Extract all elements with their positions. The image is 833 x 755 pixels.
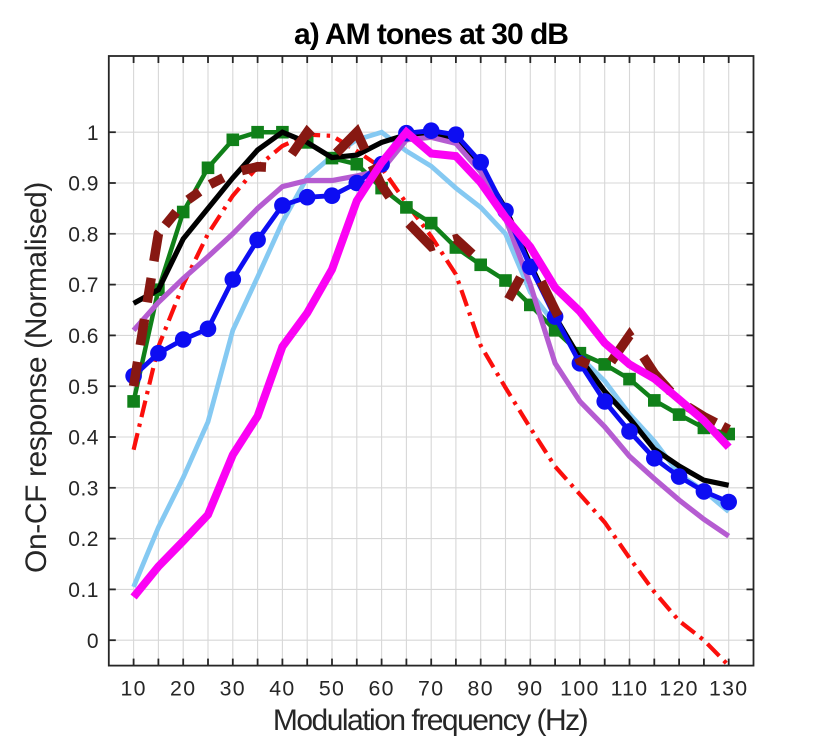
svg-text:120: 120 xyxy=(659,676,698,700)
svg-text:0.3: 0.3 xyxy=(68,477,99,500)
svg-text:0: 0 xyxy=(87,630,99,653)
svg-text:Modulation frequency (Hz): Modulation frequency (Hz) xyxy=(273,704,588,737)
svg-text:30: 30 xyxy=(220,676,246,700)
svg-text:0.5: 0.5 xyxy=(68,376,99,399)
svg-text:On-CF response (Normalised): On-CF response (Normalised) xyxy=(20,182,53,573)
svg-text:50: 50 xyxy=(319,676,345,700)
svg-text:a) AM tones at 30 dB: a) AM tones at 30 dB xyxy=(294,18,568,51)
svg-text:0.4: 0.4 xyxy=(68,427,99,450)
svg-text:10: 10 xyxy=(120,676,146,700)
svg-text:100: 100 xyxy=(560,676,599,700)
svg-text:0.1: 0.1 xyxy=(68,579,99,602)
svg-text:0.2: 0.2 xyxy=(68,528,99,551)
svg-text:90: 90 xyxy=(517,676,543,700)
svg-text:70: 70 xyxy=(418,676,444,700)
svg-text:40: 40 xyxy=(269,676,295,700)
svg-text:60: 60 xyxy=(368,676,394,700)
svg-text:20: 20 xyxy=(170,676,196,700)
svg-text:80: 80 xyxy=(468,676,494,700)
svg-text:130: 130 xyxy=(709,676,748,700)
svg-text:0.6: 0.6 xyxy=(68,325,99,348)
svg-text:110: 110 xyxy=(611,676,649,700)
svg-text:0.9: 0.9 xyxy=(68,173,99,196)
svg-text:0.7: 0.7 xyxy=(68,274,99,297)
svg-text:0.8: 0.8 xyxy=(68,223,99,246)
svg-text:1: 1 xyxy=(87,122,99,145)
